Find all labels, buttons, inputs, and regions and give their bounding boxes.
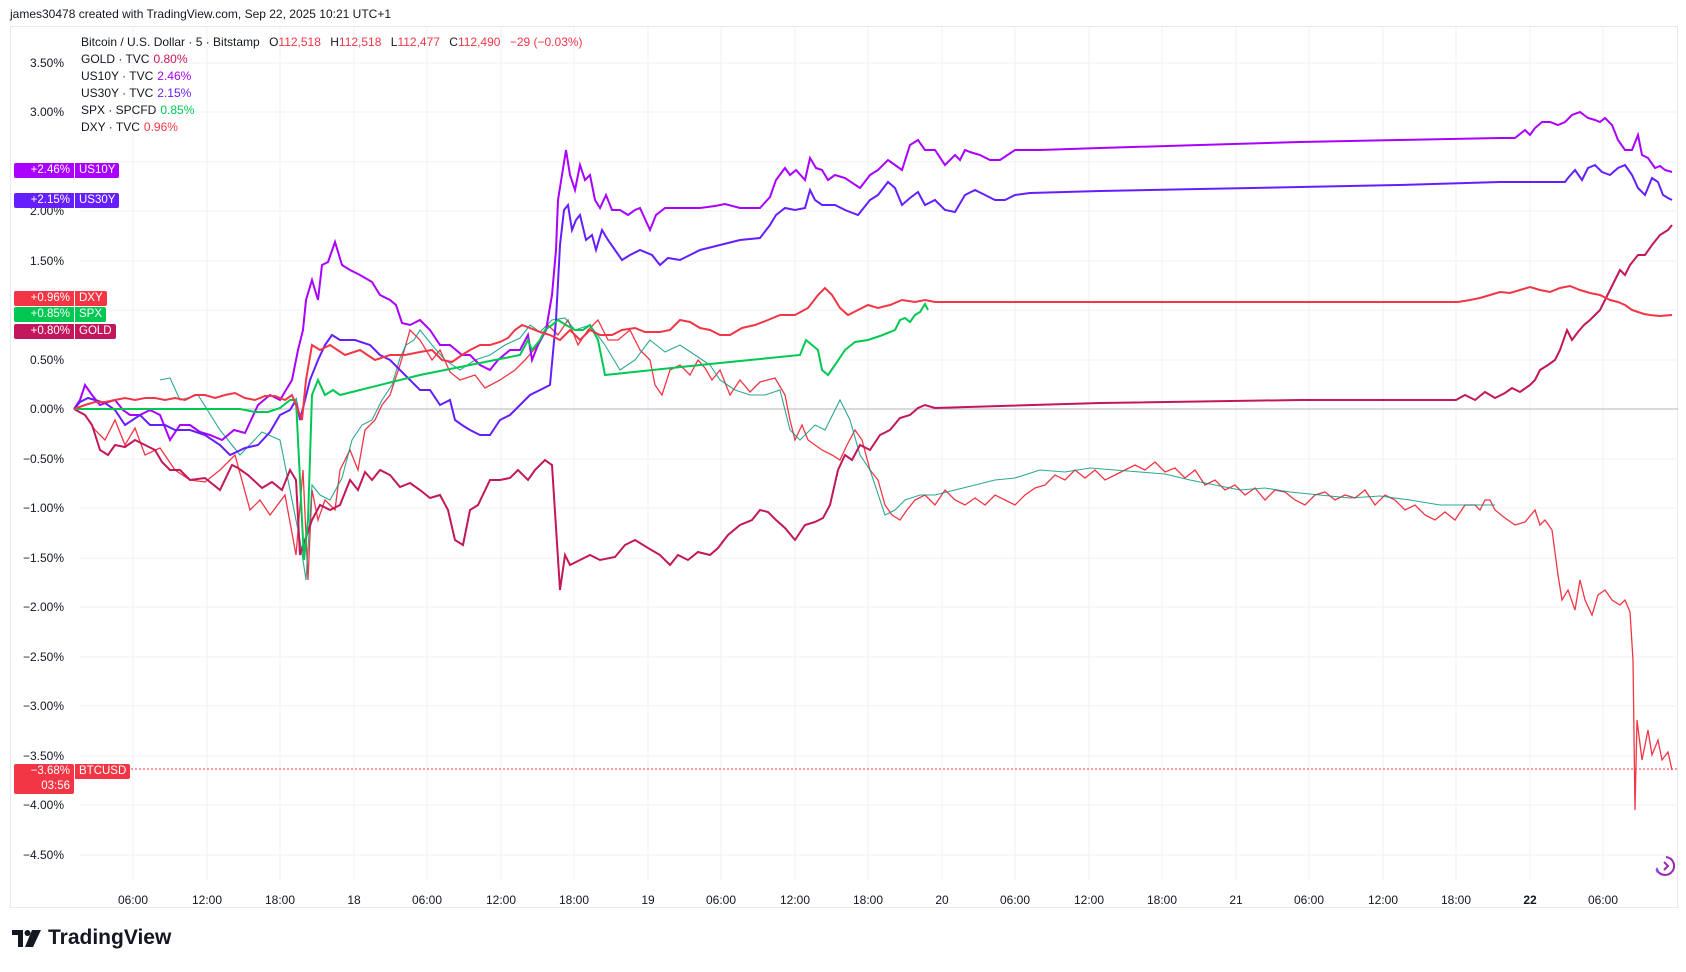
- legend-gold[interactable]: GOLD · TVC 0.80%: [81, 51, 583, 68]
- overlay-value: 2.15%: [157, 86, 192, 100]
- btcusd-series: [73, 318, 1673, 811]
- y-tick: −4.50%: [22, 848, 64, 862]
- x-tick: 21: [1229, 893, 1243, 907]
- legend-us10y[interactable]: US10Y · TVC 2.46%: [81, 68, 583, 85]
- open-value: 112,518: [278, 35, 321, 49]
- x-tick: 18:00: [852, 893, 884, 907]
- x-tick: 06:00: [705, 893, 737, 907]
- overlay-name: GOLD · TVC: [81, 52, 150, 66]
- x-tick: 19: [641, 893, 655, 907]
- x-tick: 12:00: [485, 893, 517, 907]
- tag-symbol: DXY: [75, 291, 107, 306]
- tag-symbol: GOLD: [75, 324, 116, 339]
- tag-symbol: US30Y: [75, 193, 120, 208]
- x-tick: 06:00: [1293, 893, 1325, 907]
- y-tick: −4.00%: [22, 798, 64, 812]
- btc-tag-symbol: BTCUSD: [75, 764, 131, 779]
- tag-pct: +2.46%: [14, 163, 74, 178]
- legend-dxy[interactable]: DXY · TVC 0.96%: [81, 119, 583, 136]
- us10y-series: [73, 110, 1673, 443]
- btcusd-teal-accent: [159, 317, 1495, 581]
- x-tick: 06:00: [999, 893, 1031, 907]
- y-tick: −0.50%: [22, 452, 64, 466]
- tag-pct: +0.80%: [14, 324, 74, 339]
- overlay-name: SPX · SPCFD: [81, 103, 157, 117]
- overlay-value: 2.46%: [157, 69, 192, 83]
- x-tick: 06:00: [117, 893, 149, 907]
- low-label: L: [390, 35, 398, 49]
- close-value: 112,490: [457, 35, 501, 49]
- tag-symbol: SPX: [75, 307, 107, 322]
- legend-main-symbol[interactable]: Bitcoin / U.S. Dollar · 5 · Bitstamp O11…: [81, 34, 583, 51]
- overlay-name: DXY · TVC: [81, 120, 140, 134]
- price-tag-us30y: +2.15% US30Y: [14, 193, 120, 208]
- x-tick: 18: [347, 893, 361, 907]
- x-tick: 06:00: [411, 893, 443, 907]
- legend-us30y[interactable]: US30Y · TVC 2.15%: [81, 85, 583, 102]
- btc-bar-countdown: 03:56: [41, 780, 70, 792]
- high-label: H: [330, 35, 339, 49]
- gold-series: [73, 224, 1673, 591]
- low-value: 112,477: [397, 35, 440, 49]
- overlay-value: 0.85%: [160, 103, 195, 117]
- y-tick: −3.50%: [22, 749, 64, 763]
- tag-pct: +0.96%: [14, 291, 74, 306]
- open-label: O: [269, 35, 279, 49]
- change-value: −29 (−0.03%): [509, 35, 583, 49]
- btc-tag-pct: −3.68%: [30, 765, 70, 777]
- tradingview-logo-icon: [12, 929, 41, 947]
- y-tick: −1.50%: [22, 551, 64, 565]
- y-tick: 3.50%: [29, 56, 64, 70]
- x-tick: 18:00: [558, 893, 590, 907]
- x-tick: 18:00: [1440, 893, 1472, 907]
- main-symbol-name: Bitcoin / U.S. Dollar · 5 · Bitstamp: [81, 35, 260, 49]
- overlay-value: 0.80%: [153, 52, 188, 66]
- x-tick: 12:00: [1073, 893, 1105, 907]
- spx-series: [74, 301, 929, 561]
- x-tick: 12:00: [1367, 893, 1399, 907]
- brand-name: TradingView: [48, 926, 172, 949]
- y-tick: 0.50%: [29, 353, 64, 367]
- overlay-value: 0.96%: [143, 120, 178, 134]
- price-tag-us10y: +2.46% US10Y: [14, 163, 120, 178]
- horizontal-gridlines: [80, 62, 1678, 856]
- high-value: 112,518: [338, 35, 382, 49]
- x-tick: 12:00: [779, 893, 811, 907]
- y-tick: 3.00%: [29, 105, 64, 119]
- overlay-name: US10Y · TVC: [81, 69, 154, 83]
- x-tick: 12:00: [191, 893, 223, 907]
- x-tick: 18:00: [264, 893, 296, 907]
- dxy-series: [73, 284, 1673, 421]
- us30y-series: [73, 163, 1673, 457]
- overlay-name: US30Y · TVC: [81, 86, 154, 100]
- btc-tag-background: [14, 764, 74, 794]
- price-tag-gold: +0.80% GOLD: [14, 324, 116, 339]
- vertical-gridlines: [132, 27, 1604, 880]
- tag-pct: +0.85%: [14, 307, 74, 322]
- y-tick: −2.50%: [22, 650, 64, 664]
- tag-pct: +2.15%: [14, 193, 74, 208]
- legend-spx[interactable]: SPX · SPCFD 0.85%: [81, 102, 583, 119]
- x-tick: 20: [935, 893, 949, 907]
- y-tick: −3.00%: [22, 699, 64, 713]
- x-tick: 06:00: [1587, 893, 1619, 907]
- x-tick-day-22: 22: [1523, 893, 1537, 907]
- price-tag-spx: +0.85% SPX: [14, 307, 107, 322]
- scroll-to-realtime-icon[interactable]: [1652, 854, 1676, 878]
- y-tick: 1.50%: [29, 254, 64, 268]
- y-tick: 0.00%: [29, 402, 64, 416]
- price-tag-dxy: +0.96% DXY: [14, 291, 107, 306]
- tradingview-logo: TradingView: [12, 926, 171, 950]
- chart-frame[interactable]: [10, 26, 1678, 908]
- chart-attribution: james30478 created with TradingView.com,…: [10, 7, 392, 21]
- close-label: C: [449, 35, 458, 49]
- y-tick: −1.00%: [22, 501, 64, 515]
- y-tick: −2.00%: [22, 600, 64, 614]
- tag-symbol: US10Y: [75, 163, 120, 178]
- x-tick: 18:00: [1146, 893, 1178, 907]
- chart-legend: Bitcoin / U.S. Dollar · 5 · Bitstamp O11…: [81, 34, 583, 136]
